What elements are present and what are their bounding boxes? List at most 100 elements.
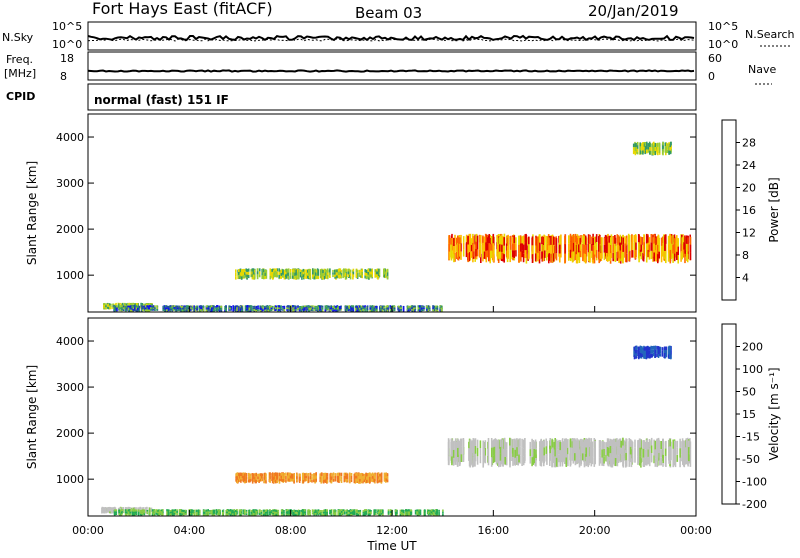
echo-cell xyxy=(539,234,541,242)
echo-cell xyxy=(628,243,630,252)
echo-cell xyxy=(646,440,648,449)
echo-cell xyxy=(103,305,105,307)
echo-cell xyxy=(603,449,605,456)
echo-cell xyxy=(550,245,552,254)
echo-cell xyxy=(335,308,337,310)
echo-cell xyxy=(655,449,657,458)
echo-cell xyxy=(512,457,514,466)
echo-cell xyxy=(531,448,533,457)
echo-cell xyxy=(257,274,259,277)
echo-cell xyxy=(539,454,541,461)
echo-cell xyxy=(193,309,195,311)
echo-cell xyxy=(261,476,263,479)
echo-cell xyxy=(533,449,535,456)
freq-frame xyxy=(88,52,696,80)
echo-cell xyxy=(211,307,213,309)
echo-cell xyxy=(374,476,376,479)
echo-cell xyxy=(669,346,671,350)
echo-cell xyxy=(491,251,493,258)
echo-cell xyxy=(662,354,664,357)
echo-cell xyxy=(637,145,639,148)
echo-cell xyxy=(336,269,338,272)
echo-cell xyxy=(665,146,667,149)
echo-cell xyxy=(435,306,437,308)
echo-cell xyxy=(640,349,642,353)
echo-cell xyxy=(136,303,138,305)
echo-cell xyxy=(210,305,212,307)
echo-cell xyxy=(280,276,282,279)
echo-cell xyxy=(528,252,530,260)
echo-cell xyxy=(348,272,350,275)
echo-cell xyxy=(282,269,284,272)
echo-cell xyxy=(632,243,634,250)
echo-cell xyxy=(646,142,648,146)
echo-cell xyxy=(564,254,566,264)
echo-cell xyxy=(472,236,474,243)
echo-cell xyxy=(455,453,457,461)
echo-cell xyxy=(507,235,509,243)
echo-cell xyxy=(552,455,554,463)
echo-cell xyxy=(487,250,489,256)
echo-cell xyxy=(514,442,516,450)
echo-cell xyxy=(364,474,366,477)
echo-cell xyxy=(332,270,334,272)
freq-trace xyxy=(88,70,694,71)
echo-cell xyxy=(145,306,147,308)
echo-cell xyxy=(599,457,601,466)
echo-cell xyxy=(672,458,674,467)
echo-cell xyxy=(361,275,363,278)
echo-cell xyxy=(362,307,364,309)
echo-cell xyxy=(217,305,219,307)
echo-cell xyxy=(327,473,329,476)
echo-cell xyxy=(257,268,259,271)
echo-cell xyxy=(532,254,534,263)
echo-cell xyxy=(203,310,205,312)
echo-cell xyxy=(301,270,303,273)
echo-cell xyxy=(252,480,254,484)
echo-cell xyxy=(574,438,576,445)
echo-cell xyxy=(298,273,300,276)
echo-cell xyxy=(532,245,534,254)
echo-cell xyxy=(295,306,297,308)
echo-cell xyxy=(328,307,330,309)
echo-cell xyxy=(293,480,295,483)
echo-cell xyxy=(649,439,651,447)
echo-cell xyxy=(592,252,594,259)
echo-cell xyxy=(192,306,194,308)
echo-cell xyxy=(345,276,347,279)
echo-cell xyxy=(276,480,278,484)
echo-region xyxy=(633,346,672,360)
echo-cell xyxy=(656,454,658,461)
echo-cell xyxy=(107,305,109,307)
echo-cell xyxy=(229,306,231,308)
echo-cell xyxy=(303,308,305,310)
echo-cell xyxy=(282,473,284,476)
echo-cell xyxy=(426,308,428,310)
echo-cell xyxy=(229,307,231,309)
echo-cell xyxy=(591,449,593,456)
echo-cell xyxy=(372,473,374,476)
echo-cell xyxy=(335,476,337,479)
echo-cell xyxy=(251,307,253,309)
echo-cell xyxy=(643,458,645,467)
echo-cell xyxy=(238,272,240,275)
echo-cell xyxy=(455,438,457,446)
echo-cell xyxy=(414,309,416,311)
echo-cell xyxy=(200,305,202,307)
echo-cell xyxy=(356,272,358,275)
echo-cell xyxy=(556,449,558,458)
echo-cell xyxy=(654,147,656,151)
echo-cell xyxy=(441,310,443,312)
echo-cell xyxy=(521,457,523,466)
echo-cell xyxy=(588,454,590,461)
echo-cell xyxy=(280,273,282,276)
echo-cell xyxy=(408,306,410,308)
echo-cell xyxy=(559,450,561,458)
echo-cell xyxy=(640,142,642,146)
echo-cell xyxy=(312,271,314,274)
echo-cell xyxy=(571,252,573,260)
echo-cell xyxy=(275,309,277,311)
echo-cell xyxy=(564,235,566,245)
echo-cell xyxy=(265,477,267,480)
